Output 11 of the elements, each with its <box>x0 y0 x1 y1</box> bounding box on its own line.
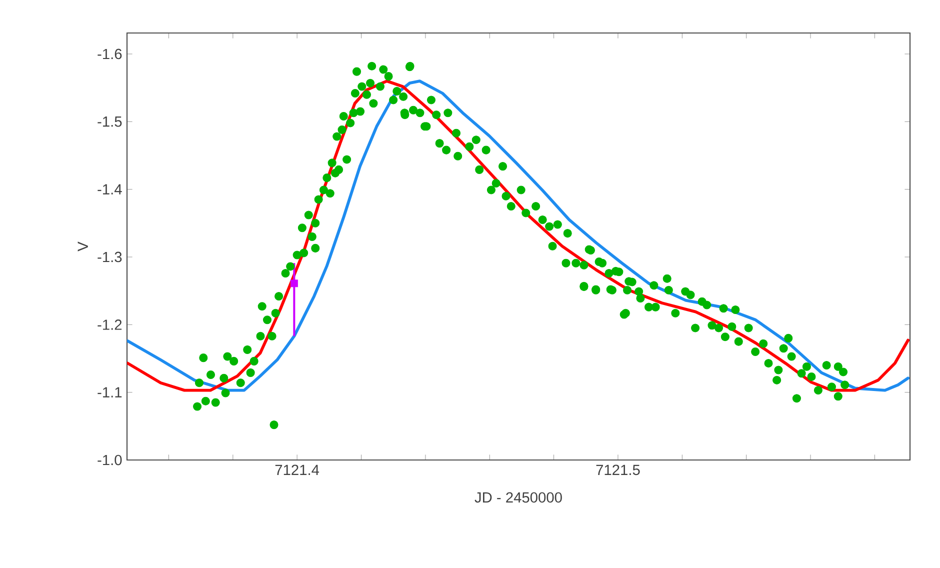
y-tick-label: -1.1 <box>98 387 122 398</box>
y-tick-label: -1.4 <box>98 184 122 194</box>
x-axis-title: JD - 2450000 <box>474 492 562 503</box>
y-tick-label: -1.0 <box>98 454 122 466</box>
y-tick-label: -1.3 <box>98 252 122 262</box>
y-tick-label: -1.2 <box>98 320 122 330</box>
y-axis-title: V <box>78 242 88 252</box>
y-tick-label: -1.5 <box>98 116 122 127</box>
x-tick-label: 7121.5 <box>596 464 640 476</box>
x-tick-label: 7121.4 <box>275 464 320 475</box>
y-tick-label: -1.6 <box>98 48 122 60</box>
